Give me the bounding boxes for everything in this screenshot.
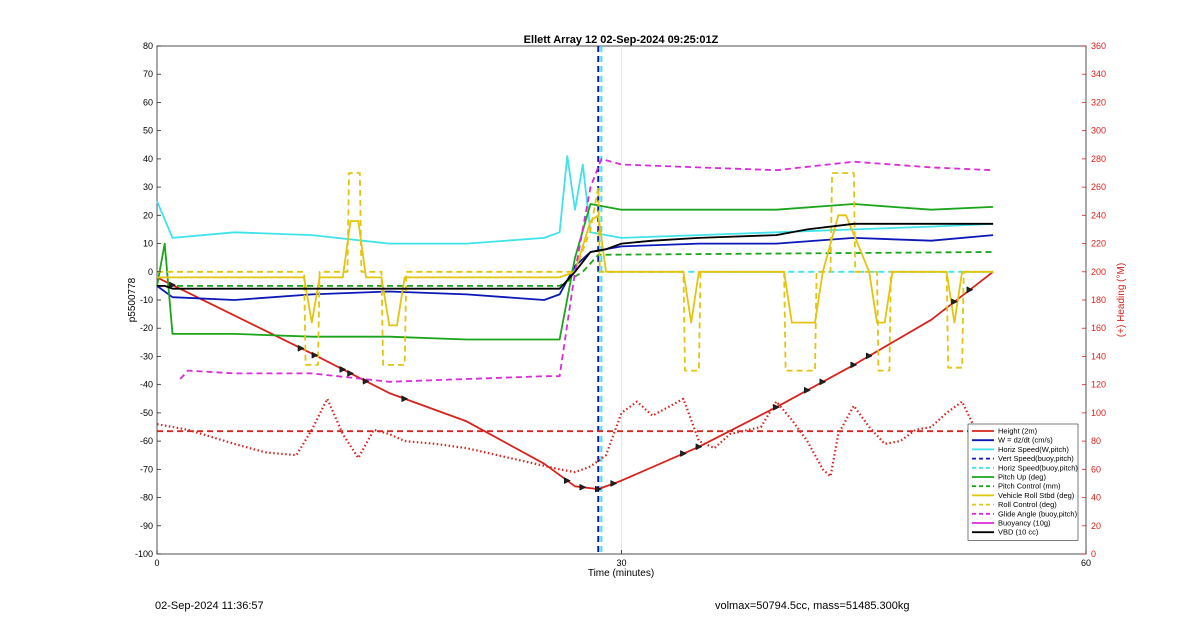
y2-tick-label: 180 bbox=[1091, 295, 1106, 305]
height-marker bbox=[680, 450, 687, 457]
legend-label: Glide Angle (buoy,pitch) bbox=[998, 509, 1078, 518]
series-layer bbox=[156, 46, 994, 554]
y2-tick-label: 360 bbox=[1091, 41, 1106, 51]
height-marker bbox=[819, 378, 827, 386]
y2-tick-label: 0 bbox=[1091, 549, 1096, 559]
height-marker bbox=[850, 361, 858, 369]
series-line bbox=[157, 222, 994, 290]
y-tick-label: 20 bbox=[143, 210, 153, 220]
legend: Height (2m)W = dz/dt (cm/s)Horiz Speed(W… bbox=[967, 423, 1079, 541]
y-tick-label: -100 bbox=[135, 549, 153, 559]
legend-label: Horiz Speed(W,pitch) bbox=[998, 445, 1069, 454]
height-marker bbox=[579, 483, 587, 491]
footer-timestamp: 02-Sep-2024 11:36:57 bbox=[155, 600, 264, 612]
legend-label: Vehicle Roll Stbd (deg) bbox=[998, 491, 1075, 500]
legend-label: Pitch Control (mm) bbox=[998, 482, 1061, 491]
x-tick-label: 30 bbox=[616, 558, 626, 568]
y-tick-label: -50 bbox=[140, 408, 153, 418]
legend-label: Height (2m) bbox=[998, 427, 1038, 436]
y-tick-label: 80 bbox=[143, 41, 153, 51]
legend-box bbox=[967, 423, 1079, 541]
legend-label: Horiz Speed(buoy,pitch) bbox=[998, 463, 1078, 472]
y2-tick-label: 340 bbox=[1091, 69, 1106, 79]
series-line bbox=[157, 172, 994, 372]
y2-tick-label: 160 bbox=[1091, 323, 1106, 333]
legend-label: Pitch Up (deg) bbox=[998, 473, 1046, 482]
height-marker bbox=[362, 377, 370, 385]
y2-tick-label: 100 bbox=[1091, 408, 1106, 418]
y-tick-label: -10 bbox=[140, 295, 153, 305]
y-tick-label: 50 bbox=[143, 126, 153, 136]
y2-tick-label: 300 bbox=[1091, 126, 1106, 136]
height-marker bbox=[865, 352, 873, 360]
y-tick-label: 70 bbox=[143, 69, 153, 79]
y-tick-label: 0 bbox=[148, 267, 153, 277]
height-marker bbox=[966, 286, 974, 294]
height-marker bbox=[610, 480, 618, 487]
height-marker bbox=[169, 281, 177, 289]
y2-tick-label: 40 bbox=[1091, 493, 1101, 503]
height-marker bbox=[773, 403, 780, 411]
legend-label: VBD (10 cc) bbox=[998, 528, 1039, 537]
y-axis-label: p5500778 bbox=[127, 277, 138, 322]
y-tick-label: -80 bbox=[140, 493, 153, 503]
y2-tick-label: 220 bbox=[1091, 239, 1106, 249]
y2-tick-label: 260 bbox=[1091, 182, 1106, 192]
legend-label: Roll Control (deg) bbox=[998, 500, 1057, 509]
legend-label: W = dz/dt (cm/s) bbox=[998, 436, 1053, 445]
x-tick-label: 60 bbox=[1081, 558, 1091, 568]
y2-tick-label: 240 bbox=[1091, 210, 1106, 220]
y-tick-label: -40 bbox=[140, 380, 153, 390]
y-tick-label: 40 bbox=[143, 154, 153, 164]
height-marker bbox=[564, 477, 571, 485]
height-marker bbox=[311, 351, 319, 359]
y2-tick-label: 320 bbox=[1091, 97, 1106, 107]
y2-tick-label: 120 bbox=[1091, 380, 1106, 390]
y2-tick-label: 140 bbox=[1091, 351, 1106, 361]
height-marker bbox=[804, 386, 811, 394]
height-marker bbox=[695, 443, 703, 451]
footer-volmax: volmax=50794.5cc, mass=51485.300kg bbox=[715, 600, 910, 612]
y2-tick-label: 80 bbox=[1091, 436, 1101, 446]
y2-tick-label: 280 bbox=[1091, 154, 1106, 164]
axes: 0 30 6080706050403020100-10-20-30-40-50-60… bbox=[135, 41, 1106, 568]
y-tick-label: -90 bbox=[140, 521, 153, 531]
y-tick-label: -20 bbox=[140, 323, 153, 333]
y-tick-label: 30 bbox=[143, 182, 153, 192]
chart-title: Ellett Array 12 02-Sep-2024 09:25:01Z bbox=[524, 34, 719, 46]
height-marker bbox=[595, 485, 602, 493]
series-line bbox=[156, 203, 994, 341]
height-marker bbox=[339, 366, 347, 373]
y2-tick-label: 20 bbox=[1091, 521, 1101, 531]
legend-label: Vert Speed(buoy,pitch) bbox=[998, 454, 1074, 463]
y-tick-label: -70 bbox=[140, 464, 153, 474]
legend-label: Buoyancy (10g) bbox=[998, 519, 1051, 528]
y2-tick-label: 200 bbox=[1091, 267, 1106, 277]
series-line bbox=[157, 251, 994, 287]
y-tick-label: -60 bbox=[140, 436, 153, 446]
series-line bbox=[157, 214, 994, 327]
height-marker bbox=[401, 395, 409, 403]
height-marker bbox=[951, 298, 958, 306]
y2-axis-label: (+) Heading (°M) bbox=[1116, 263, 1127, 337]
y-tick-label: -30 bbox=[140, 351, 153, 361]
y2-tick-label: 60 bbox=[1091, 464, 1101, 474]
y-tick-label: 60 bbox=[143, 97, 153, 107]
x-tick-label: 0 bbox=[154, 558, 159, 568]
height-marker bbox=[297, 344, 305, 352]
height-marker bbox=[347, 369, 355, 377]
x-axis-label: Time (minutes) bbox=[588, 568, 654, 579]
y-tick-label: 10 bbox=[143, 239, 153, 249]
